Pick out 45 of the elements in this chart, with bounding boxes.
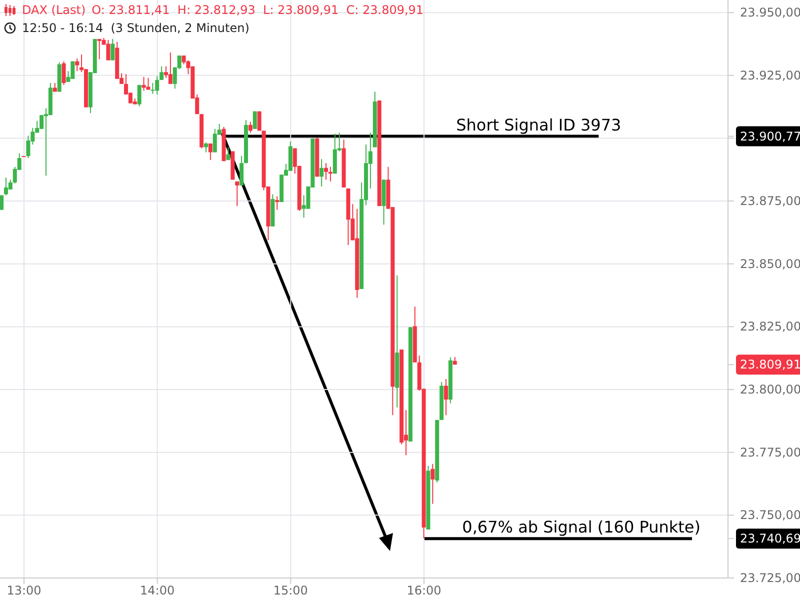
y-tick-label: 23.750,00 bbox=[740, 508, 800, 522]
chart-subtitle: O: 23.811,41 H: 23.812,93 L: 23.809,91 C: 23.809,91 bbox=[92, 3, 424, 17]
y-tick-label: 23.925,00 bbox=[740, 68, 800, 82]
y-tick-label: 23.850,00 bbox=[740, 256, 800, 271]
candlestick bbox=[106, 39, 110, 61]
candlestick bbox=[275, 196, 280, 210]
candlestick bbox=[235, 180, 240, 207]
y-tick-label: 23.900,77 bbox=[740, 129, 800, 144]
candlestick bbox=[248, 121, 252, 134]
candlestick bbox=[168, 52, 172, 84]
candlestick bbox=[252, 110, 257, 130]
x-tick-label: 16:00 bbox=[406, 584, 442, 598]
annotation: Short Signal ID 3973 bbox=[456, 115, 622, 134]
candlestick bbox=[75, 58, 80, 72]
annotation: 12:50 - 16:14 (3 Stunden, 2 Minuten) bbox=[22, 21, 250, 35]
y-tick-label: 23.809,91 bbox=[740, 358, 800, 372]
candlestick bbox=[208, 142, 212, 161]
chart-title: DAX (Last) bbox=[22, 3, 86, 17]
candlestick bbox=[240, 156, 244, 186]
x-tick-label: 13:00 bbox=[6, 584, 42, 598]
candlestick bbox=[142, 76, 146, 92]
y-tick-label: 23.875,00 bbox=[740, 194, 800, 208]
y-tick-label: 23.725,00 bbox=[740, 571, 800, 585]
candlestick bbox=[430, 463, 435, 504]
y-tick-label: 23.740,69 bbox=[740, 532, 800, 546]
y-tick-label: 23.950,00 bbox=[740, 6, 800, 20]
y-tick-label: 23.800,00 bbox=[740, 382, 800, 397]
candlestick bbox=[204, 142, 208, 153]
candlestick bbox=[160, 66, 164, 80]
candlestick bbox=[226, 146, 230, 161]
candlestick bbox=[26, 135, 30, 159]
candlestick bbox=[4, 177, 8, 196]
candlestick bbox=[320, 158, 324, 187]
x-tick-label: 14:00 bbox=[140, 584, 175, 598]
candlestick bbox=[444, 378, 448, 416]
y-tick-label: 23.775,00 bbox=[740, 445, 800, 460]
candlestick bbox=[0, 194, 4, 210]
candlestick bbox=[110, 38, 115, 61]
candlestick bbox=[62, 60, 66, 86]
x-tick-label: 15:00 bbox=[273, 584, 308, 598]
y-tick-label: 23.825,00 bbox=[740, 320, 800, 334]
candlestick bbox=[150, 82, 155, 94]
candlestick bbox=[324, 162, 328, 180]
annotation: 0,67% ab Signal (160 Punkte) bbox=[462, 518, 701, 537]
candlestick bbox=[137, 84, 142, 107]
